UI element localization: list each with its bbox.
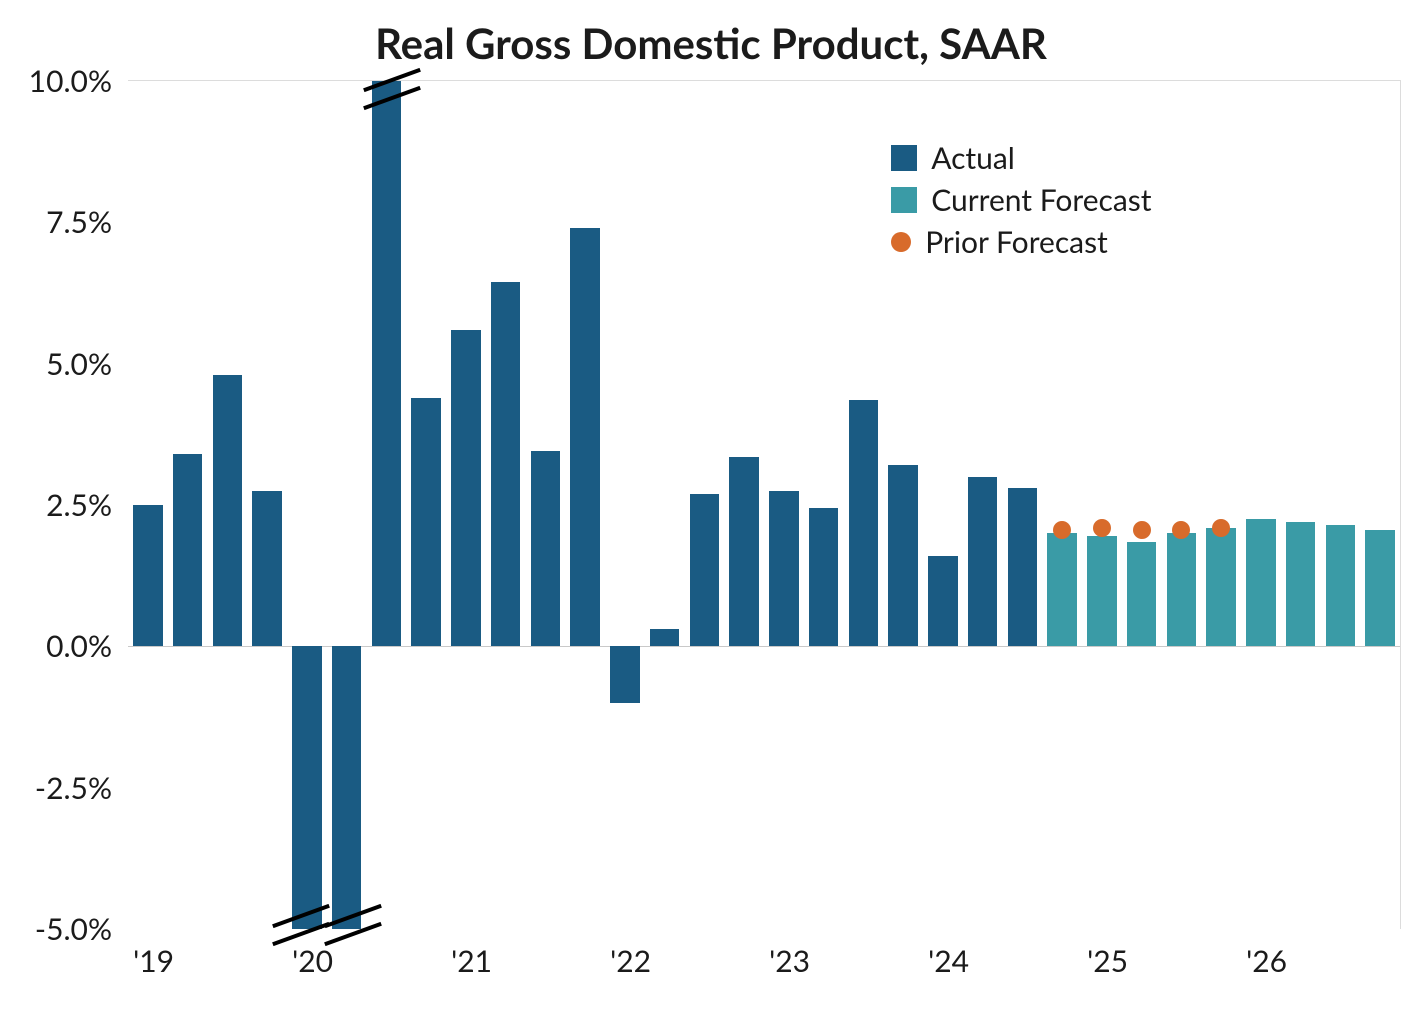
- legend-square-icon: [891, 145, 917, 171]
- prior-forecast-dot: [1093, 519, 1111, 537]
- legend-label: Actual: [931, 140, 1015, 176]
- y-tick-label: 2.5%: [46, 487, 112, 523]
- legend-label: Current Forecast: [931, 182, 1151, 218]
- x-tick-label: '23: [769, 943, 810, 979]
- bar-actual-22: [1008, 488, 1037, 646]
- bar-forecast-29: [1286, 522, 1315, 646]
- bar-forecast-24: [1087, 536, 1116, 646]
- bar-actual-21: [968, 477, 997, 647]
- chart-title: Real Gross Domestic Product, SAAR: [0, 18, 1422, 68]
- bar-forecast-23: [1047, 533, 1076, 646]
- bar-forecast-28: [1246, 519, 1275, 646]
- bar-forecast-30: [1326, 525, 1355, 647]
- prior-forecast-dot: [1172, 521, 1190, 539]
- x-tick-label: '21: [451, 943, 492, 979]
- bar-actual-6: [372, 81, 401, 646]
- bar-actual-7: [411, 398, 440, 647]
- x-tick-label: '20: [292, 943, 333, 979]
- legend-label: Prior Forecast: [925, 224, 1108, 260]
- bar-actual-2: [213, 375, 242, 646]
- bar-forecast-26: [1167, 533, 1196, 646]
- bar-forecast-27: [1206, 528, 1235, 647]
- bar-actual-3: [252, 491, 281, 646]
- bar-actual-0: [133, 505, 162, 646]
- bar-actual-14: [690, 494, 719, 647]
- y-tick-label: 10.0%: [29, 63, 112, 99]
- prior-forecast-dot: [1212, 519, 1230, 537]
- legend-item: Current Forecast: [891, 182, 1151, 218]
- bar-actual-10: [531, 451, 560, 646]
- bar-actual-5: [332, 646, 361, 929]
- prior-forecast-dot: [1133, 521, 1151, 539]
- plot-area: -5.0%-2.5%0.0%2.5%5.0%7.5%10.0%'19'20'21…: [128, 80, 1401, 929]
- y-tick-label: 7.5%: [46, 204, 112, 240]
- bar-actual-1: [173, 454, 202, 646]
- bar-actual-8: [451, 330, 480, 647]
- legend: Actual Current Forecast Prior Forecast: [891, 140, 1151, 266]
- bar-actual-4: [292, 646, 321, 929]
- bar-actual-9: [491, 282, 520, 647]
- x-tick-label: '25: [1087, 943, 1128, 979]
- x-tick-label: '26: [1246, 943, 1287, 979]
- legend-item: Actual: [891, 140, 1151, 176]
- x-tick-label: '19: [133, 943, 174, 979]
- y-tick-label: -5.0%: [35, 911, 112, 947]
- x-tick-label: '22: [610, 943, 651, 979]
- y-tick-label: 5.0%: [46, 346, 112, 382]
- x-tick-label: '24: [928, 943, 969, 979]
- y-tick-label: -2.5%: [35, 770, 112, 806]
- bar-actual-17: [809, 508, 838, 647]
- bar-actual-12: [610, 646, 639, 703]
- legend-square-icon: [891, 187, 917, 213]
- bar-actual-20: [928, 556, 957, 646]
- y-tick-label: 0.0%: [46, 628, 112, 664]
- legend-dot-icon: [891, 232, 911, 252]
- bar-forecast-25: [1127, 542, 1156, 647]
- bar-actual-18: [849, 400, 878, 646]
- legend-item: Prior Forecast: [891, 224, 1151, 260]
- bar-forecast-31: [1365, 530, 1394, 646]
- bar-actual-19: [888, 465, 917, 646]
- gdp-chart: Real Gross Domestic Product, SAAR -5.0%-…: [0, 0, 1422, 1031]
- prior-forecast-dot: [1053, 521, 1071, 539]
- bar-actual-11: [570, 228, 599, 646]
- bar-actual-13: [650, 629, 679, 646]
- bar-actual-15: [729, 457, 758, 646]
- bar-actual-16: [769, 491, 798, 646]
